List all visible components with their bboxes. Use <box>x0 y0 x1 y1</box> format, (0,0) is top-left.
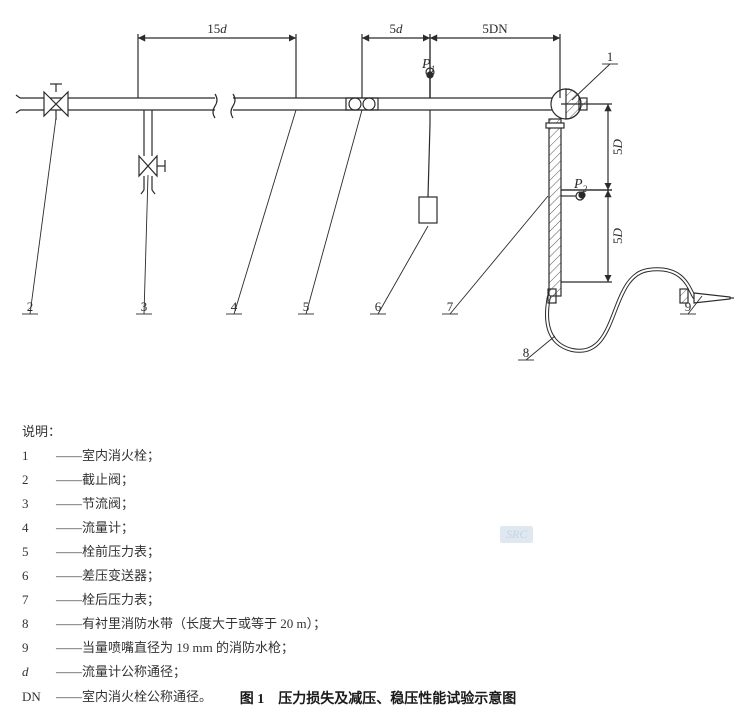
svg-text:15d: 15d <box>207 21 227 36</box>
watermark-badge: SRC <box>500 526 533 543</box>
legend-title: 说明： <box>22 420 326 444</box>
svg-text:5D: 5D <box>610 227 625 244</box>
legend-block: 说明： 1——室内消火栓；2——截止阀；3——节流阀；4——流量计；5——栓前压… <box>22 420 326 709</box>
svg-text:5: 5 <box>303 299 310 314</box>
svg-text:2: 2 <box>27 299 34 314</box>
svg-text:P1: P1 <box>421 57 435 74</box>
legend-rows: 1——室内消火栓；2——截止阀；3——节流阀；4——流量计；5——栓前压力表；6… <box>22 444 326 709</box>
svg-text:P2: P2 <box>573 177 588 194</box>
schematic-diagram: 15d 5d 5DN 5D 5D P1 P2 1 2 3 4 5 6 7 8 9 <box>0 0 756 400</box>
svg-text:3: 3 <box>141 299 148 314</box>
svg-text:4: 4 <box>231 299 238 314</box>
svg-text:8: 8 <box>523 345 530 360</box>
svg-text:5DN: 5DN <box>482 21 508 36</box>
svg-text:9: 9 <box>685 299 692 314</box>
svg-text:7: 7 <box>447 299 454 314</box>
figure-caption: 图 1 压力损失及减压、稳压性能试验示意图 <box>0 688 756 708</box>
svg-text:5d: 5d <box>390 21 404 36</box>
svg-text:5D: 5D <box>610 138 625 155</box>
svg-text:1: 1 <box>607 49 614 64</box>
svg-text:6: 6 <box>375 299 382 314</box>
